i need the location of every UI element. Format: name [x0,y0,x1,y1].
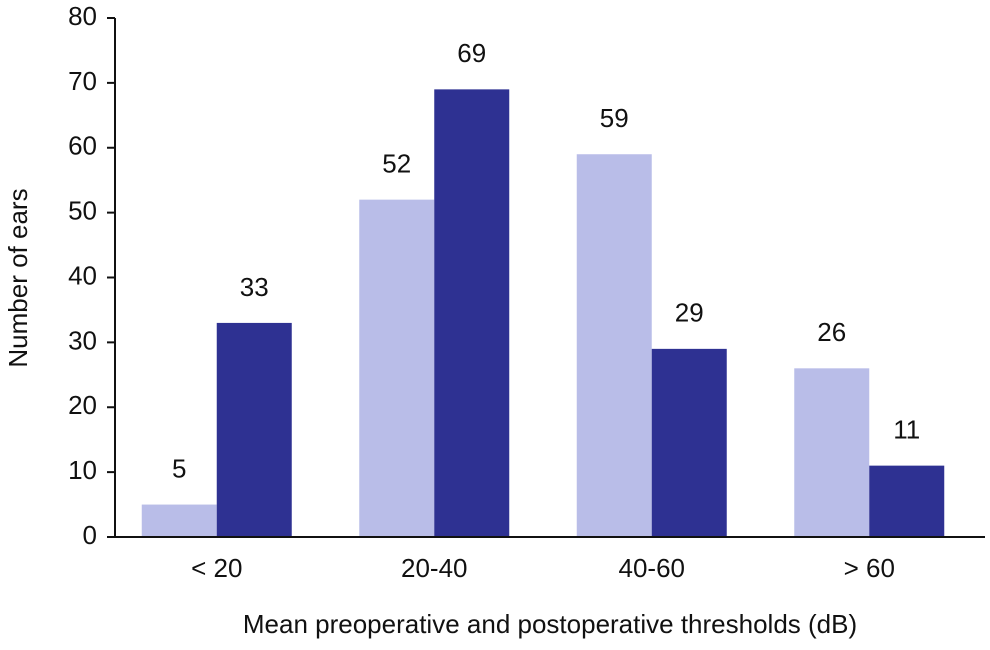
y-tick-label: 80 [68,1,97,31]
x-tick-label: 20-40 [401,553,468,583]
value-label: 29 [675,298,704,328]
bar [141,504,217,537]
y-axis-title: Number of ears [3,188,33,367]
y-tick-label: 20 [68,390,97,420]
value-label: 52 [382,149,411,179]
y-tick-label: 60 [68,131,97,161]
value-label: 11 [893,415,920,445]
value-label: 26 [817,317,846,347]
bar [576,154,652,538]
bar [434,89,510,538]
value-label: 69 [457,38,486,68]
y-tick-label: 30 [68,325,97,355]
y-tick-label: 50 [68,196,97,226]
x-axis-title: Mean preoperative and postoperative thre… [243,609,857,639]
x-tick-label: > 60 [844,553,895,583]
y-tick-label: 70 [68,66,97,96]
bar [216,322,292,537]
bar [794,368,870,537]
bar [359,199,435,537]
y-tick-label: 0 [83,520,97,550]
value-label: 59 [600,103,629,133]
value-label: 33 [240,272,269,302]
y-tick-label: 10 [68,455,97,485]
bar [651,348,727,537]
y-tick-label: 40 [68,260,97,290]
x-tick-label: 40-60 [619,553,686,583]
x-tick-label: < 20 [191,553,242,583]
bar [869,465,945,537]
value-label: 5 [172,453,186,483]
